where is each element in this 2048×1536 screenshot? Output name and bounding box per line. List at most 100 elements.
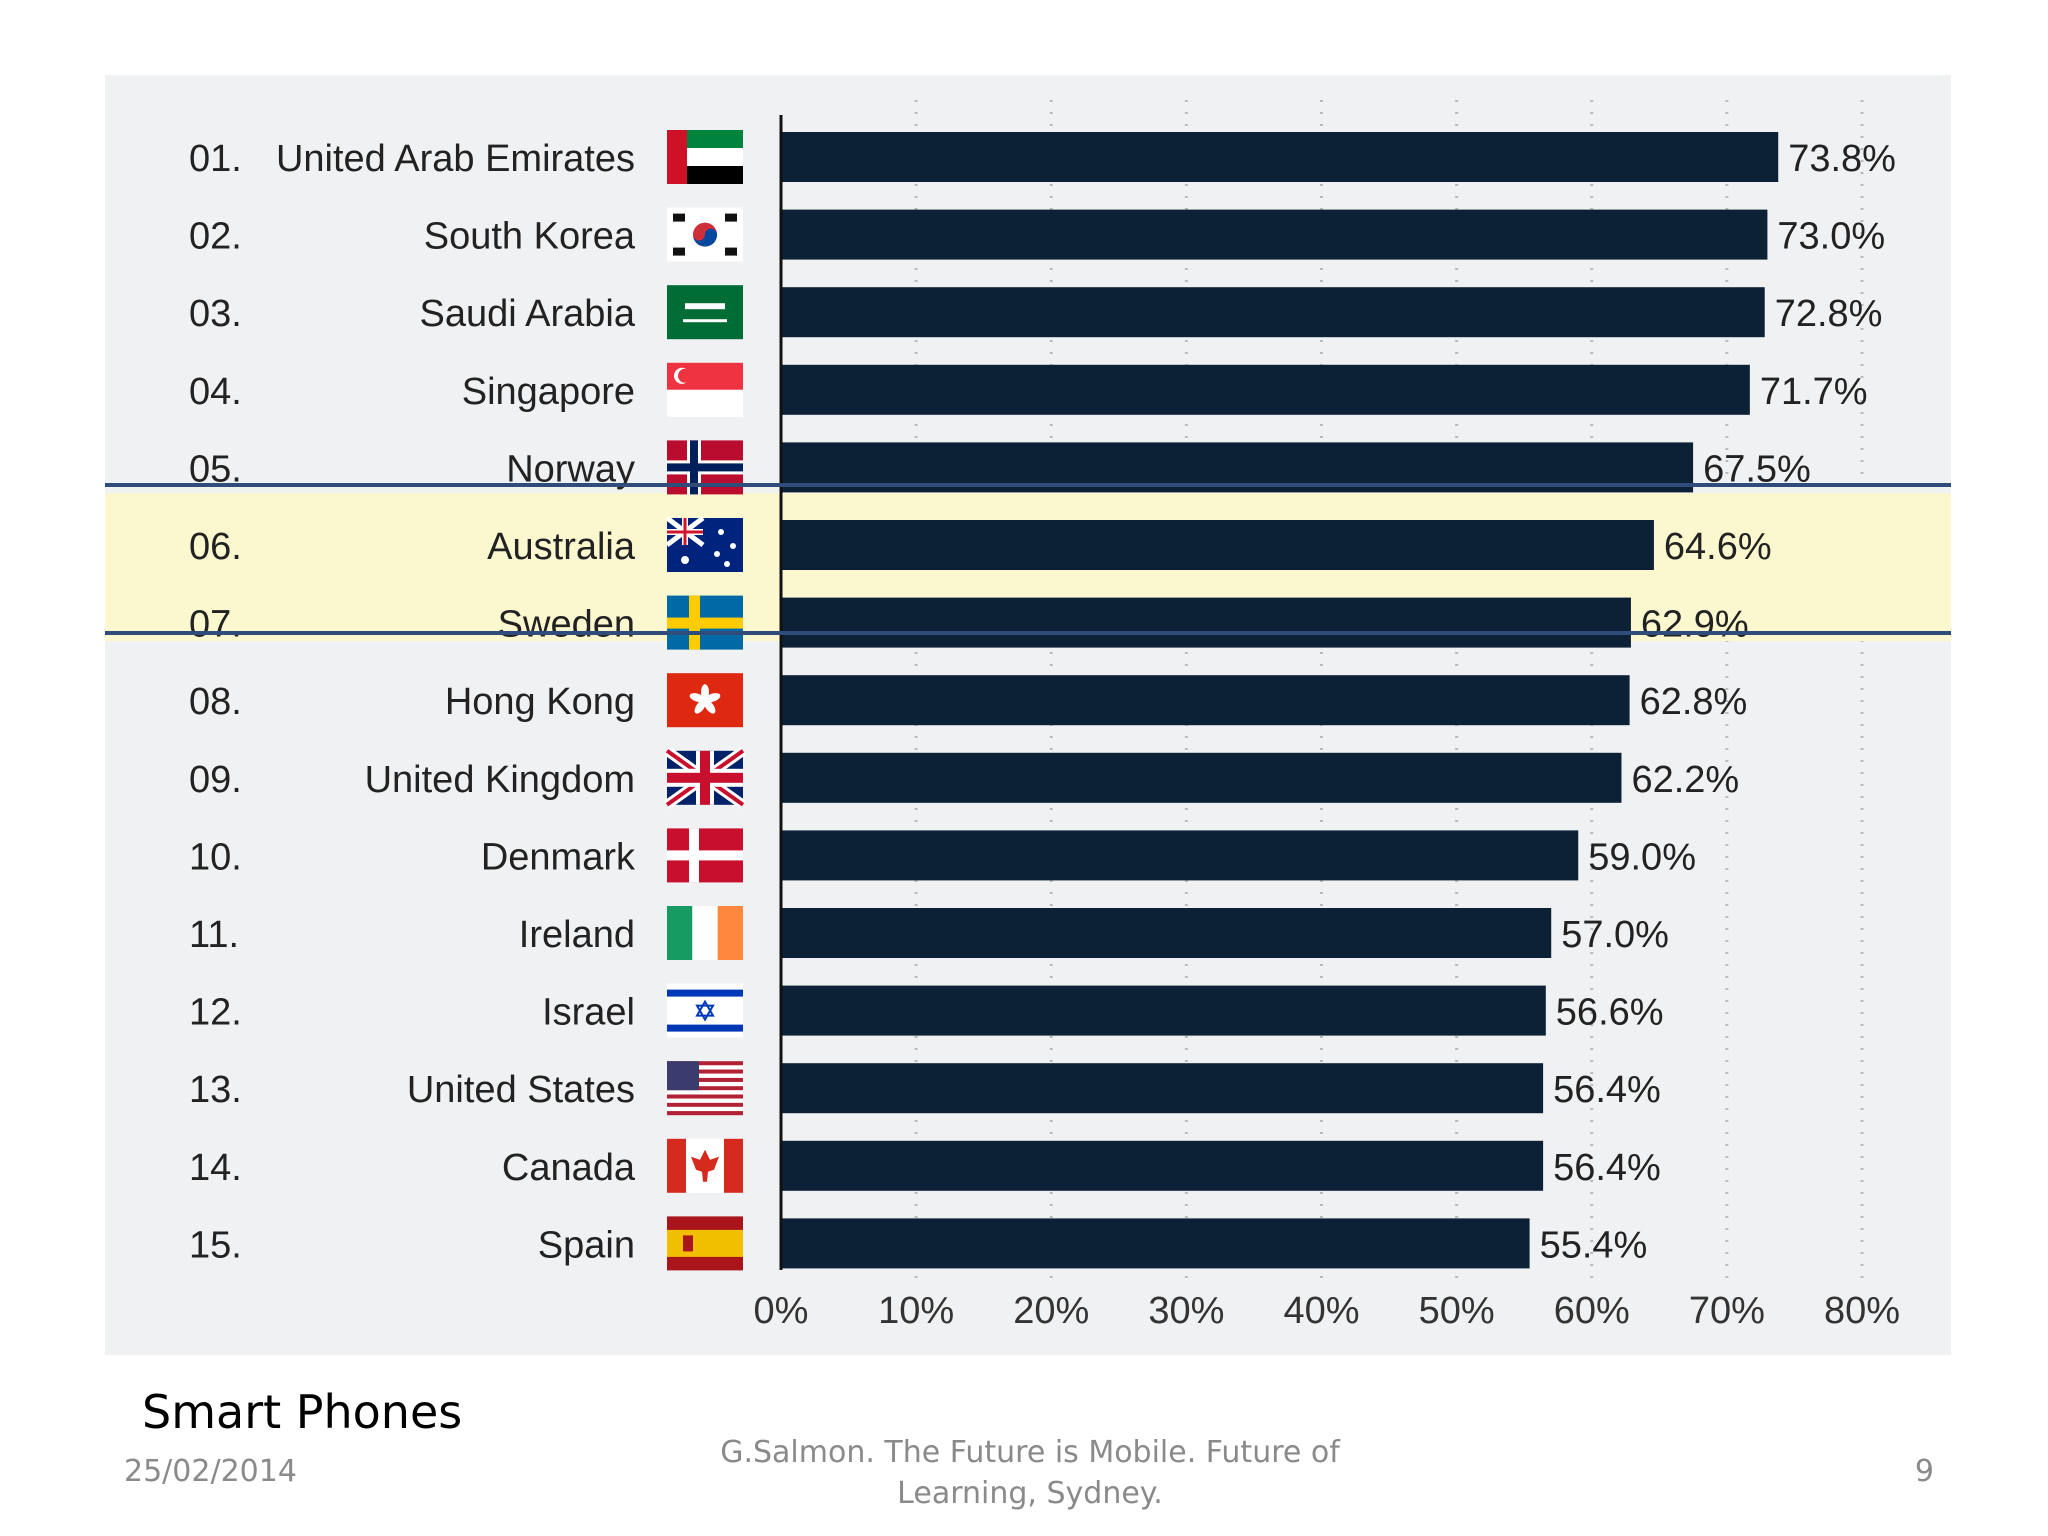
value-label: 73.0% [1777, 216, 1885, 258]
denmark-flag-icon [667, 828, 743, 883]
bar-row-ireland: 11. Ireland 57.0% [189, 906, 1669, 960]
country-label: Sweden [498, 604, 635, 646]
rank-label: 07. [189, 604, 242, 646]
canada-flag-icon [667, 1138, 743, 1193]
rank-label: 06. [189, 526, 242, 568]
bar [781, 985, 1546, 1036]
country-label: Saudi Arabia [420, 293, 636, 335]
bar [781, 287, 1765, 338]
rank-label: 08. [189, 681, 242, 723]
chart-panel: 01. United Arab Emirates 73.8% 02. South Kor… [105, 75, 1951, 1355]
x-tick-label: 30% [1148, 1290, 1224, 1332]
country-label: Australia [487, 526, 636, 568]
country-label: Spain [538, 1224, 635, 1266]
saudi-arabia-flag-icon [667, 285, 743, 340]
bar [781, 520, 1654, 570]
value-label: 59.0% [1588, 836, 1696, 878]
ireland-flag-icon [667, 906, 743, 960]
bar-row-canada: 14. Canada 56.4% [189, 1138, 1661, 1193]
australia-flag-icon [665, 516, 743, 572]
country-label: United Kingdom [365, 759, 635, 801]
rank-label: 12. [189, 992, 242, 1034]
bar-row-australia: 06. Australia 64.6% [189, 516, 1772, 572]
bar-row-saudi-arabia: 03. Saudi Arabia 72.8% [189, 285, 1883, 340]
rank-label: 10. [189, 836, 242, 878]
rank-label: 09. [189, 759, 242, 801]
value-label: 55.4% [1540, 1224, 1648, 1266]
bar [781, 364, 1750, 415]
sweden-flag-icon [667, 595, 743, 650]
israel-flag-icon [667, 983, 743, 1038]
footer-citation: G.Salmon. The Future is Mobile. Future o… [690, 1432, 1370, 1514]
united-kingdom-flag-icon [664, 746, 746, 809]
bar [781, 1063, 1544, 1114]
bar [781, 132, 1779, 182]
bar-row-south-korea: 02. South Korea 73.0% [189, 207, 1885, 262]
country-label: Israel [542, 992, 635, 1034]
country-label: South Korea [424, 216, 636, 258]
bar-row-united-arab-emirates: 01. United Arab Emirates 73.8% [189, 130, 1896, 184]
country-label: United States [407, 1069, 635, 1111]
bar-row-united-states: 13. United States 56.4% [189, 1061, 1661, 1116]
x-tick-label: 20% [1013, 1290, 1089, 1332]
bar [781, 752, 1622, 803]
rank-label: 01. [189, 138, 242, 180]
rank-label: 03. [189, 293, 242, 335]
country-label: Denmark [481, 836, 636, 878]
uae-flag-icon [667, 130, 743, 184]
country-label: Hong Kong [445, 681, 635, 723]
bar [781, 597, 1631, 648]
bar [781, 209, 1768, 260]
footer-citation-line1: G.Salmon. The Future is Mobile. Future o… [720, 1435, 1340, 1470]
value-label: 72.8% [1775, 293, 1883, 335]
footer-date: 25/02/2014 [124, 1454, 297, 1489]
value-label: 56.4% [1553, 1147, 1661, 1189]
x-tick-label: 0% [754, 1290, 809, 1332]
rank-label: 13. [189, 1069, 242, 1111]
bar-row-denmark: 10. Denmark 59.0% [189, 828, 1696, 883]
rank-label: 11. [189, 914, 239, 956]
value-label: 71.7% [1760, 371, 1868, 413]
smartphone-penetration-bar-chart: 01. United Arab Emirates 73.8% 02. South Kor… [105, 100, 1951, 1332]
x-tick-label: 60% [1554, 1290, 1630, 1332]
bar [781, 908, 1552, 958]
hong-kong-flag-icon [667, 673, 743, 728]
country-label: Singapore [462, 371, 635, 413]
bar-row-spain: 15. Spain 55.4% [189, 1216, 1648, 1271]
rank-label: 14. [189, 1147, 242, 1189]
bar [781, 675, 1630, 726]
united-states-flag-icon [667, 1061, 743, 1116]
country-label: Ireland [519, 914, 635, 956]
value-label: 62.9% [1641, 604, 1749, 646]
rank-label: 15. [189, 1224, 242, 1266]
value-label: 57.0% [1561, 914, 1669, 956]
bar [781, 1218, 1530, 1269]
value-label: 73.8% [1788, 138, 1896, 180]
slide-caption: Smart Phones [142, 1385, 463, 1439]
x-tick-label: 80% [1824, 1290, 1900, 1332]
x-tick-label: 50% [1419, 1290, 1495, 1332]
country-label: Canada [502, 1147, 636, 1189]
bar-row-hong-kong: 08. Hong Kong 62.8% [189, 673, 1748, 728]
spain-flag-icon [667, 1216, 743, 1271]
singapore-flag-icon [667, 362, 743, 417]
south-korea-flag-icon [667, 207, 743, 262]
value-label: 62.8% [1640, 681, 1748, 723]
country-label: United Arab Emirates [276, 138, 635, 180]
x-tick-label: 70% [1689, 1290, 1765, 1332]
page-number: 9 [1914, 1454, 1934, 1489]
rank-label: 04. [189, 371, 242, 413]
bar [781, 1140, 1544, 1191]
bar-row-singapore: 04. Singapore 71.7% [189, 362, 1868, 417]
x-tick-label: 40% [1283, 1290, 1359, 1332]
bar-row-israel: 12. Israel 56.6% [189, 983, 1664, 1038]
value-label: 56.6% [1556, 992, 1664, 1034]
rank-label: 02. [189, 216, 242, 258]
bar-row-united-kingdom: 09. United Kingdom 62.2% [189, 746, 1739, 809]
x-tick-label: 10% [878, 1290, 954, 1332]
value-label: 56.4% [1553, 1069, 1661, 1111]
bar-row-sweden: 07. Sweden 62.9% [189, 595, 1749, 650]
footer-citation-line2: Learning, Sydney. [897, 1476, 1163, 1511]
bar [781, 830, 1579, 881]
highlight-box [105, 483, 1951, 635]
